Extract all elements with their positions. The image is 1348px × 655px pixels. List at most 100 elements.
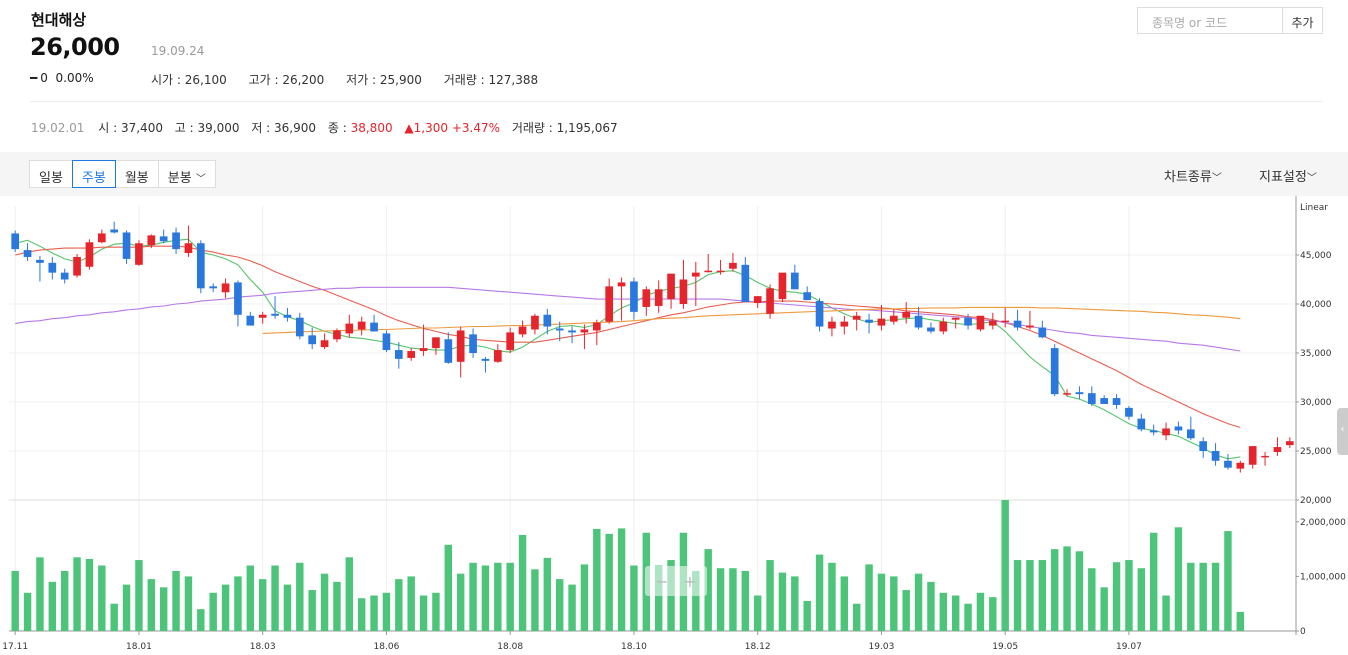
volume-bar [456, 573, 465, 631]
volume-bar [110, 603, 118, 631]
ohlc-summary: 시가 : 26,100 고가 : 26,200 저가 : 25,900 거래량 … [151, 71, 556, 88]
volume-bar [283, 584, 292, 631]
tab-monthly[interactable]: 월봉 [114, 160, 159, 188]
candle [444, 339, 453, 363]
candle [964, 317, 972, 326]
volume-bar [568, 584, 576, 631]
x-tick-label: 18.08 [497, 642, 523, 652]
price-change: ━ 0 0.00% [30, 71, 94, 85]
candle [1236, 462, 1245, 469]
candle [382, 333, 391, 351]
hover-low: 저 : 36,900 [251, 121, 317, 135]
candle [295, 317, 304, 337]
volume-bar [1013, 560, 1022, 631]
candle [308, 335, 317, 345]
candle [877, 318, 886, 326]
volume-bar [753, 595, 762, 631]
indicator-label: 지표설정 [1259, 170, 1307, 185]
candle [432, 337, 440, 349]
candle [1100, 398, 1109, 404]
y-tick-label: 30,000 [1300, 398, 1332, 408]
x-tick-label: 18.12 [745, 642, 771, 652]
candle [1199, 441, 1208, 451]
volume-bar [1088, 568, 1096, 631]
zoom-out-icon[interactable]: − [655, 572, 668, 591]
candle [1063, 393, 1071, 395]
volume-bar [469, 562, 477, 631]
candle [320, 340, 329, 348]
candle [704, 270, 713, 273]
candle [939, 321, 948, 332]
panel-toggle-icon[interactable]: ‹ [1337, 408, 1348, 455]
volume-bar [197, 609, 205, 631]
candle [1125, 407, 1133, 417]
tab-minute[interactable]: 분봉 ﹀ [157, 160, 216, 188]
candle [790, 272, 799, 290]
volume-bar [333, 581, 341, 631]
chevron-down-icon: ﹀ [1306, 173, 1317, 184]
volume-tick-label: 0 [1300, 627, 1306, 637]
candle [370, 322, 378, 332]
volume-bar [951, 595, 960, 631]
high-price: 고가 : 26,200 [248, 73, 325, 87]
volume-bar [741, 570, 750, 631]
volume-bar [85, 558, 94, 631]
candle [580, 329, 589, 333]
volume-bar [1137, 568, 1146, 631]
candle [172, 232, 180, 250]
candle [753, 296, 762, 304]
price-chart[interactable]: Linear 20,000 25,000 30,000 35,000 40,000 45,0… [0, 196, 1348, 655]
candle [419, 348, 428, 352]
chart-type-dropdown[interactable]: 차트종류﹀ [1164, 166, 1222, 185]
candle [221, 283, 230, 293]
chevron-down-icon: ﹀ [195, 174, 206, 185]
volume-bar [815, 554, 824, 631]
candle [852, 315, 861, 320]
indicator-dropdown[interactable]: 지표설정﹀ [1259, 166, 1317, 185]
candle [617, 282, 626, 287]
x-tick-label: 17.11 [2, 642, 28, 652]
candle [469, 334, 477, 353]
candle [60, 272, 69, 280]
zoom-control[interactable] [645, 566, 707, 596]
hover-info: 19.02.01 시 : 37,400 고 : 39,000 저 : 36,90… [31, 119, 626, 136]
candle [345, 323, 354, 334]
ma-line-ma120 [262, 306, 1241, 334]
candle [394, 350, 403, 359]
chart-toolbar: 일봉 주봉 월봉 분봉 ﹀ 차트종류﹀ 지표설정﹀ [0, 152, 1348, 196]
x-tick-label: 19.05 [992, 642, 1018, 652]
candle [902, 311, 911, 318]
hover-change: ▲1,300 +3.47% [404, 121, 500, 135]
candle [976, 315, 985, 330]
candle [159, 236, 168, 242]
volume-bar [1187, 562, 1195, 631]
candle [555, 328, 564, 331]
candle [1162, 428, 1170, 436]
candle [778, 272, 787, 300]
volume-bar [159, 587, 168, 631]
volume-bar [1038, 560, 1047, 631]
ma-line-ma20 [15, 245, 1241, 429]
stock-date: 19.09.24 [151, 44, 205, 58]
candle [889, 315, 898, 322]
y-tick-label: 40,000 [1300, 300, 1332, 310]
stock-name: 현대해상 [31, 11, 87, 29]
x-tick-label: 18.03 [250, 642, 276, 652]
volume-bar [48, 581, 57, 631]
search-input[interactable]: 종목명 or 코드 [1137, 7, 1283, 34]
volume-bar [593, 528, 601, 631]
candle [1149, 430, 1158, 433]
candle [1137, 418, 1146, 430]
volume-bar [518, 534, 527, 631]
volume-bar [555, 579, 564, 631]
candle [828, 321, 836, 329]
x-tick-label: 19.07 [1116, 642, 1142, 652]
zoom-in-icon[interactable]: + [683, 572, 696, 591]
candle [667, 273, 675, 300]
candle [1261, 455, 1269, 458]
candle [184, 243, 193, 254]
add-button[interactable]: 추가 [1282, 7, 1323, 34]
tab-daily[interactable]: 일봉 [29, 160, 73, 188]
volume-bar [766, 560, 774, 631]
tab-weekly[interactable]: 주봉 [71, 160, 116, 188]
